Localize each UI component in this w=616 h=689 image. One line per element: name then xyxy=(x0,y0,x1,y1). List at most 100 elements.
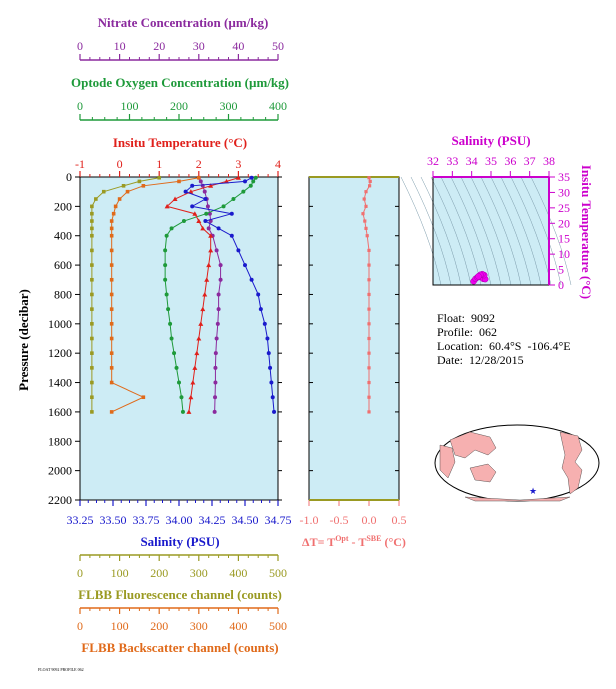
ts-density-contour xyxy=(480,176,522,286)
pressure-tick-label: 600 xyxy=(54,258,72,272)
nitrate-point xyxy=(198,179,203,184)
ts-salinity-tick-label: 35 xyxy=(485,154,497,168)
ts-density-contour xyxy=(490,176,532,286)
oxygen-point xyxy=(241,189,246,194)
fluorescence-point xyxy=(90,410,94,414)
salinity-point xyxy=(229,233,234,238)
delta-t-point xyxy=(367,292,371,297)
backscatter-axis-label: FLBB Backscatter channel (counts) xyxy=(81,640,278,655)
delta-t-point xyxy=(367,278,371,282)
temperature-point xyxy=(224,178,230,184)
pressure-tick-label: 0 xyxy=(66,170,72,184)
fluorescence-point xyxy=(94,197,98,201)
delta-t-line xyxy=(362,177,371,412)
fluorescence-axis-label: FLBB Fluorescence channel (counts) xyxy=(78,587,282,602)
salinity-point xyxy=(256,292,261,297)
pressure-tick-label: 1400 xyxy=(48,376,72,390)
nitrate-tick-label: 50 xyxy=(272,39,284,53)
salinity-point xyxy=(268,365,273,370)
oxygen-tick-label: 400 xyxy=(269,99,287,113)
pressure-tick-label: 800 xyxy=(54,287,72,301)
delta-t-point xyxy=(367,351,371,355)
backscatter-point xyxy=(109,336,114,341)
temperature-tick-label: 2 xyxy=(196,157,202,171)
backscatter-point xyxy=(109,219,114,223)
pressure-tick-label: 400 xyxy=(54,229,72,243)
backscatter-point xyxy=(125,189,130,194)
ts-salinity-label: Salinity (PSU) xyxy=(451,133,530,148)
fluorescence-tick-label: 400 xyxy=(229,566,247,580)
fluorescence-tick-label: 200 xyxy=(150,566,168,580)
footer-text: FLOAT 9092 PROFILE 062 xyxy=(38,667,84,672)
nitrate-tick-label: 40 xyxy=(232,39,244,53)
backscatter-tick-label: 200 xyxy=(150,619,168,633)
fluorescence-point xyxy=(90,366,94,370)
fluorescence-point xyxy=(90,263,94,267)
nitrate-point xyxy=(202,189,207,194)
backscatter-point xyxy=(109,226,114,231)
ts-temperature-tick-label: 35 xyxy=(558,170,570,184)
oxygen-point xyxy=(251,179,256,184)
oxygen-point xyxy=(180,409,185,414)
info-profile: Profile: 062 xyxy=(437,325,497,339)
oxygen-point xyxy=(163,248,168,253)
backscatter-tick-label: 400 xyxy=(229,619,247,633)
oxygen-point xyxy=(172,351,177,356)
salinity-tick-label: 33.50 xyxy=(100,513,127,527)
oxygen-point xyxy=(169,336,174,341)
world-map-land-africa xyxy=(439,444,456,479)
salinity-tick-label: 33.25 xyxy=(67,513,94,527)
delta-t-point xyxy=(364,190,368,194)
temperature-profile-line xyxy=(166,177,239,412)
backscatter-tick-label: 300 xyxy=(190,619,208,633)
ts-temperature-label: Insitu Temperature (°C) xyxy=(579,165,594,299)
temperature-point xyxy=(196,336,202,341)
salinity-point xyxy=(265,336,270,341)
salinity-axis-label: Salinity (PSU) xyxy=(140,534,219,549)
temperature-tick-label: 1 xyxy=(156,157,162,171)
nitrate-point xyxy=(205,204,210,209)
salinity-point xyxy=(183,189,188,194)
delta-tick-label: -1.0 xyxy=(300,513,319,527)
delta-t-point xyxy=(367,380,371,385)
delta-t-point xyxy=(364,226,368,230)
temperature-point xyxy=(196,218,202,224)
ts-temperature-tick-label: 5 xyxy=(558,263,564,277)
backscatter-point xyxy=(109,322,114,326)
oxygen-point xyxy=(248,183,253,188)
nitrate-point xyxy=(213,351,218,356)
temperature-point xyxy=(190,380,196,385)
fluorescence-point xyxy=(90,204,94,209)
backscatter-point xyxy=(197,175,201,180)
oxygen-point xyxy=(163,263,168,268)
oxygen-point xyxy=(179,395,184,400)
delta-t-point xyxy=(363,219,367,223)
ts-temperature-tick-label: 10 xyxy=(558,247,570,261)
nitrate-point xyxy=(214,336,219,341)
oxygen-tick-label: 100 xyxy=(121,99,139,113)
main-plot-area xyxy=(79,176,279,501)
info-date: Date: 12/28/2015 xyxy=(437,353,524,367)
delta-tick-label: -0.5 xyxy=(330,513,349,527)
delta-t-point xyxy=(367,322,371,326)
delta-t-point xyxy=(361,212,365,216)
nitrate-point xyxy=(212,409,217,414)
ts-density-contour xyxy=(470,176,512,286)
oxygen-point xyxy=(168,321,173,326)
nitrate-point xyxy=(213,365,218,370)
fluorescence-point xyxy=(90,219,94,223)
temperature-point xyxy=(188,394,194,400)
fluorescence-point xyxy=(90,292,94,297)
delta-tick-label: 0.0 xyxy=(362,513,377,527)
salinity-profile-line xyxy=(184,177,275,412)
salinity-point xyxy=(269,380,274,385)
backscatter-point xyxy=(109,410,114,414)
ts-density-contour xyxy=(530,176,572,286)
backscatter-point xyxy=(109,292,114,297)
temperature-point xyxy=(188,189,194,194)
salinity-point xyxy=(216,226,221,231)
delta-t-point xyxy=(367,366,371,370)
salinity-point xyxy=(266,351,271,356)
temperature-point xyxy=(200,225,206,231)
